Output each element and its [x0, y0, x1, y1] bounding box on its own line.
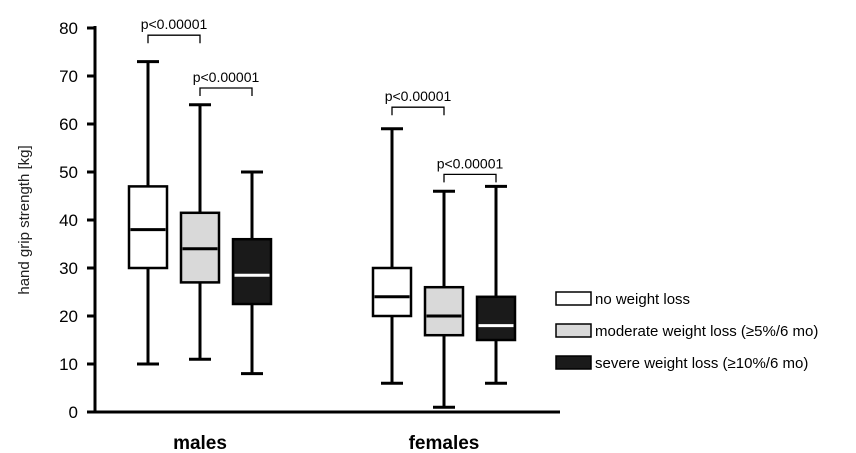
group-label-males: males — [173, 433, 227, 453]
bracket-line — [391, 106, 445, 116]
box-males-series-1 — [179, 103, 221, 361]
legend-item-0: no weight loss — [555, 291, 690, 308]
legend-swatch — [555, 355, 592, 370]
p-value-bracket: p<0.00001 — [141, 16, 208, 44]
box-males-series-2 — [231, 170, 273, 376]
group-label-females: females — [409, 433, 480, 453]
p-value-bracket: p<0.00001 — [437, 155, 504, 183]
y-tick-label: 60 — [59, 115, 78, 134]
box-males-series-0 — [127, 60, 169, 366]
axes: 0 10 20 30 40 50 60 70 80 males females — [59, 19, 560, 453]
y-tick-label: 20 — [59, 307, 78, 326]
legend-item-1: moderate weight loss (≥5%/6 mo) — [555, 323, 818, 340]
box-females-series-2 — [475, 184, 517, 385]
y-tick-label: 70 — [59, 67, 78, 86]
box-females-series-0 — [371, 127, 413, 385]
y-tick-label: 50 — [59, 163, 78, 182]
p-value-label: p<0.00001 — [437, 155, 504, 171]
p-value-annotations: p<0.00001 p<0.00001 p<0.00001 p<0.00001 — [141, 16, 504, 183]
iqr-box — [127, 185, 169, 270]
iqr-box — [231, 237, 273, 306]
box-females-series-1 — [423, 189, 465, 409]
bracket-line — [147, 34, 201, 44]
p-value-bracket: p<0.00001 — [385, 88, 452, 116]
legend-swatch — [555, 291, 592, 306]
p-value-label: p<0.00001 — [193, 69, 260, 85]
p-value-label: p<0.00001 — [385, 88, 452, 104]
bracket-line — [443, 173, 497, 183]
y-axis-title: hand grip strength [kg] — [16, 145, 33, 294]
legend-label: moderate weight loss (≥5%/6 mo) — [595, 323, 818, 340]
legend: no weight loss moderate weight loss (≥5%/… — [555, 291, 818, 372]
boxes — [127, 60, 517, 409]
iqr-box — [423, 285, 465, 337]
legend-swatch — [555, 323, 592, 338]
bracket-line — [199, 87, 253, 96]
legend-label: severe weight loss (≥10%/6 mo) — [595, 355, 808, 372]
y-tick-label: 0 — [69, 403, 78, 422]
p-value-label: p<0.00001 — [141, 16, 208, 32]
iqr-box — [475, 295, 517, 342]
p-value-bracket: p<0.00001 — [193, 69, 260, 96]
y-tick-label: 80 — [59, 19, 78, 38]
y-tick-label: 30 — [59, 259, 78, 278]
y-tick-label: 10 — [59, 355, 78, 374]
legend-label: no weight loss — [595, 291, 690, 308]
legend-item-2: severe weight loss (≥10%/6 mo) — [555, 355, 808, 372]
iqr-box — [371, 266, 413, 318]
y-tick-label: 40 — [59, 211, 78, 230]
